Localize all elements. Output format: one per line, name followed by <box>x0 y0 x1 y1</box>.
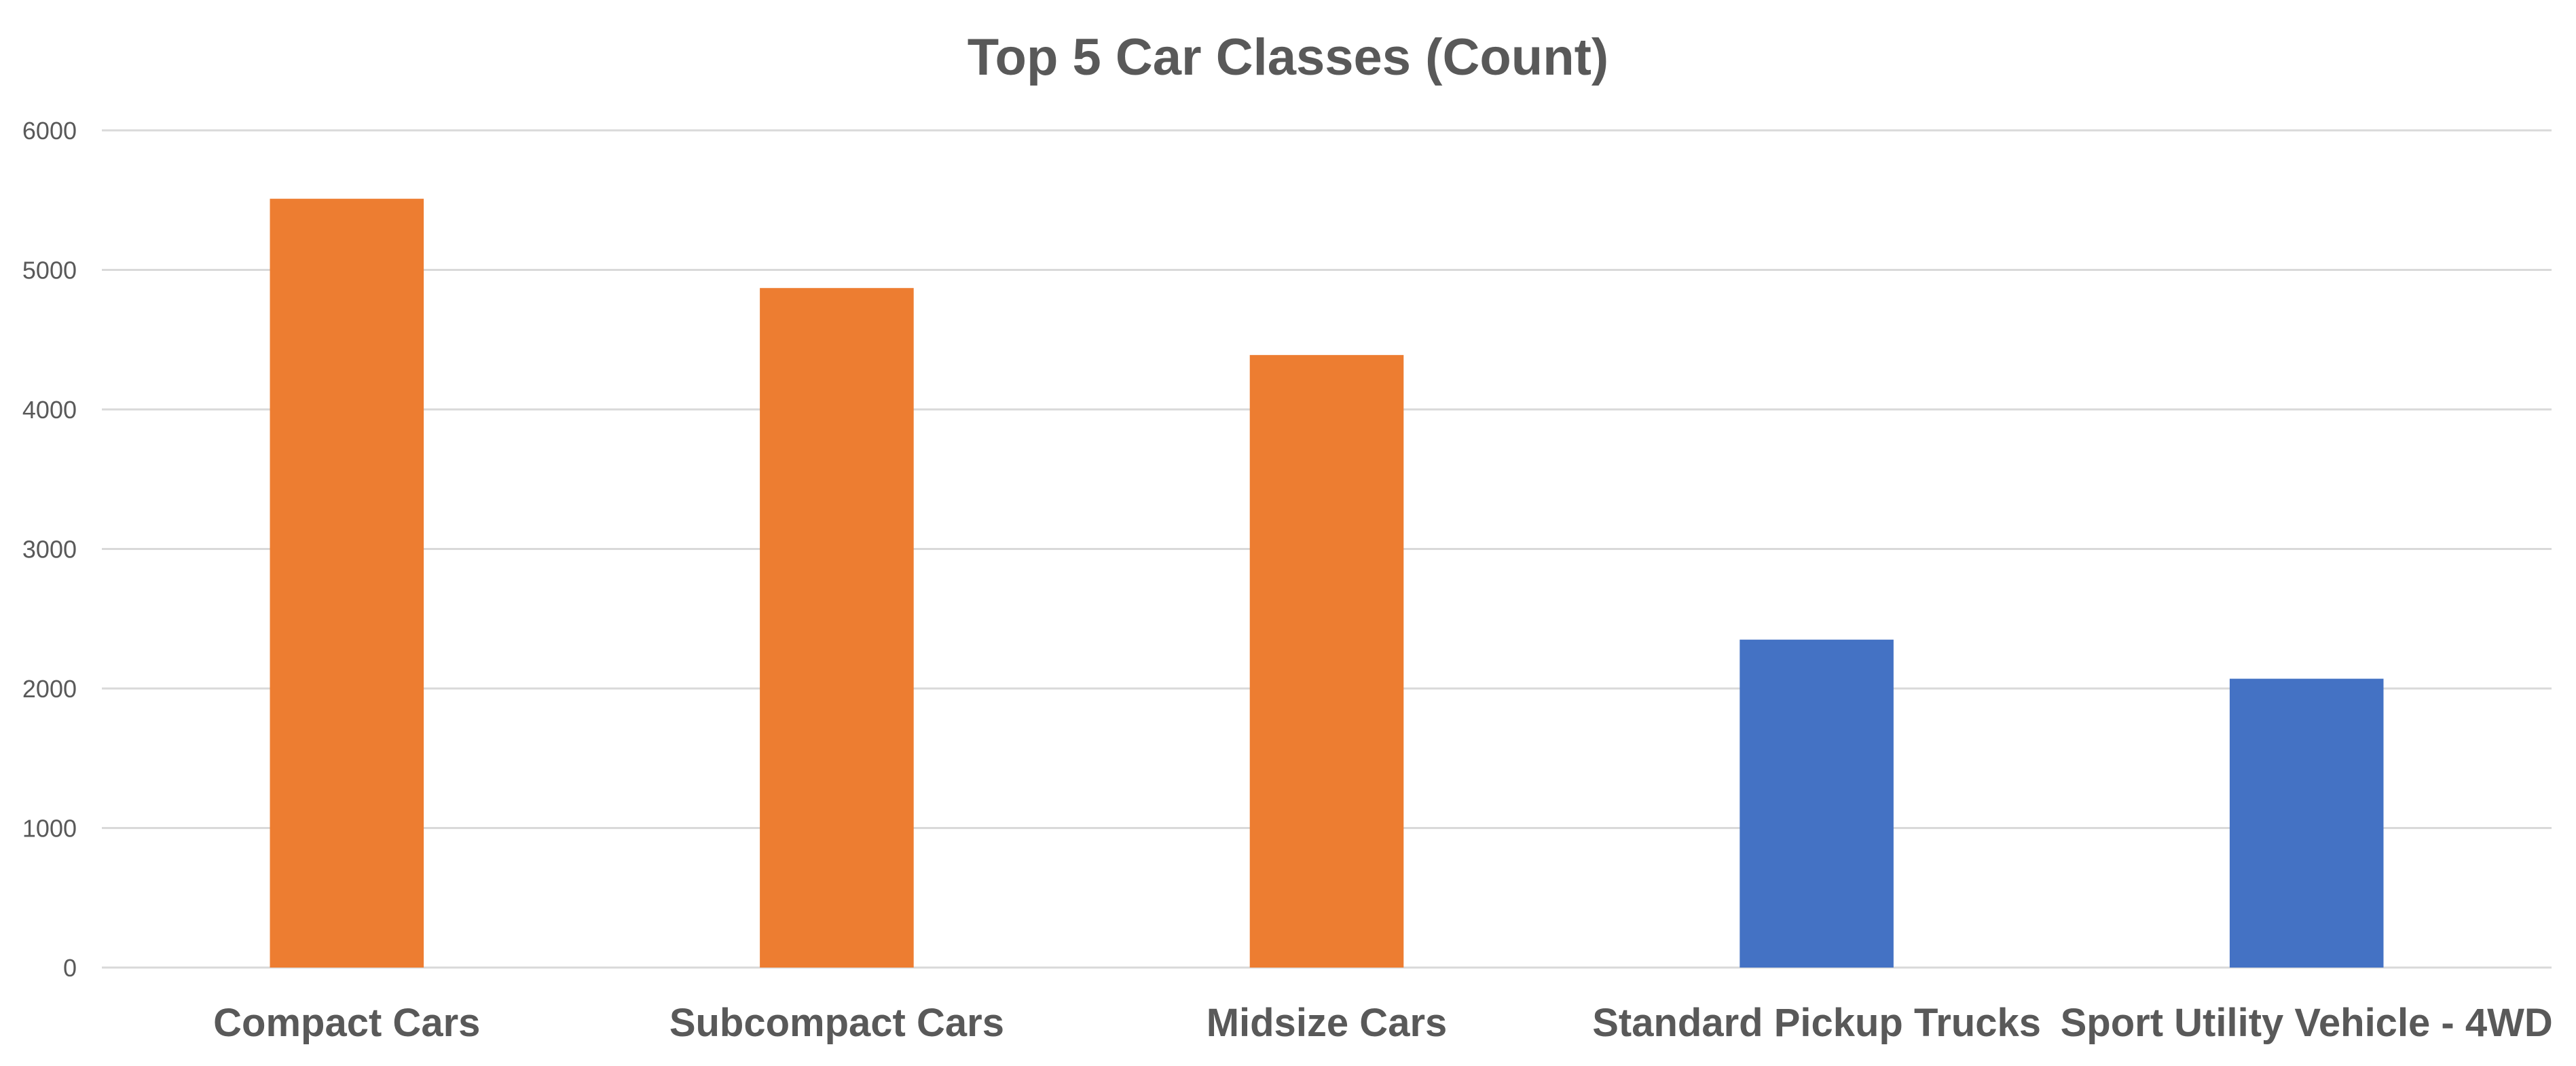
bar-standard-pickup-trucks <box>1740 640 1894 968</box>
y-tick-label: 3000 <box>22 536 77 564</box>
x-tick-label: Midsize Cars <box>1207 1001 1448 1045</box>
y-tick-label: 4000 <box>22 396 77 424</box>
y-axis-tick-labels: 0 1000 2000 3000 4000 5000 6000 <box>22 117 77 982</box>
bar-sport-utility-vehicle-4wd <box>2229 678 2384 968</box>
y-tick-label: 6000 <box>22 117 77 145</box>
y-tick-label: 0 <box>63 954 77 982</box>
x-tick-label: Sport Utility Vehicle - 4WD <box>2061 1001 2553 1045</box>
bar-subcompact-cars <box>760 288 914 968</box>
bar-compact-cars <box>270 198 424 968</box>
y-tick-label: 2000 <box>22 675 77 703</box>
y-tick-label: 5000 <box>22 257 77 284</box>
y-tick-label: 1000 <box>22 815 77 843</box>
x-tick-label: Subcompact Cars <box>669 1001 1004 1045</box>
x-tick-label: Standard Pickup Trucks <box>1592 1001 2041 1045</box>
x-axis-tick-labels: Compact Cars Subcompact Cars Midsize Cars S… <box>213 1001 2553 1045</box>
x-tick-label: Compact Cars <box>213 1001 480 1045</box>
bar-midsize-cars <box>1249 354 1404 968</box>
bars <box>270 198 2384 968</box>
chart-title: Top 5 Car Classes (Count) <box>968 29 1609 86</box>
